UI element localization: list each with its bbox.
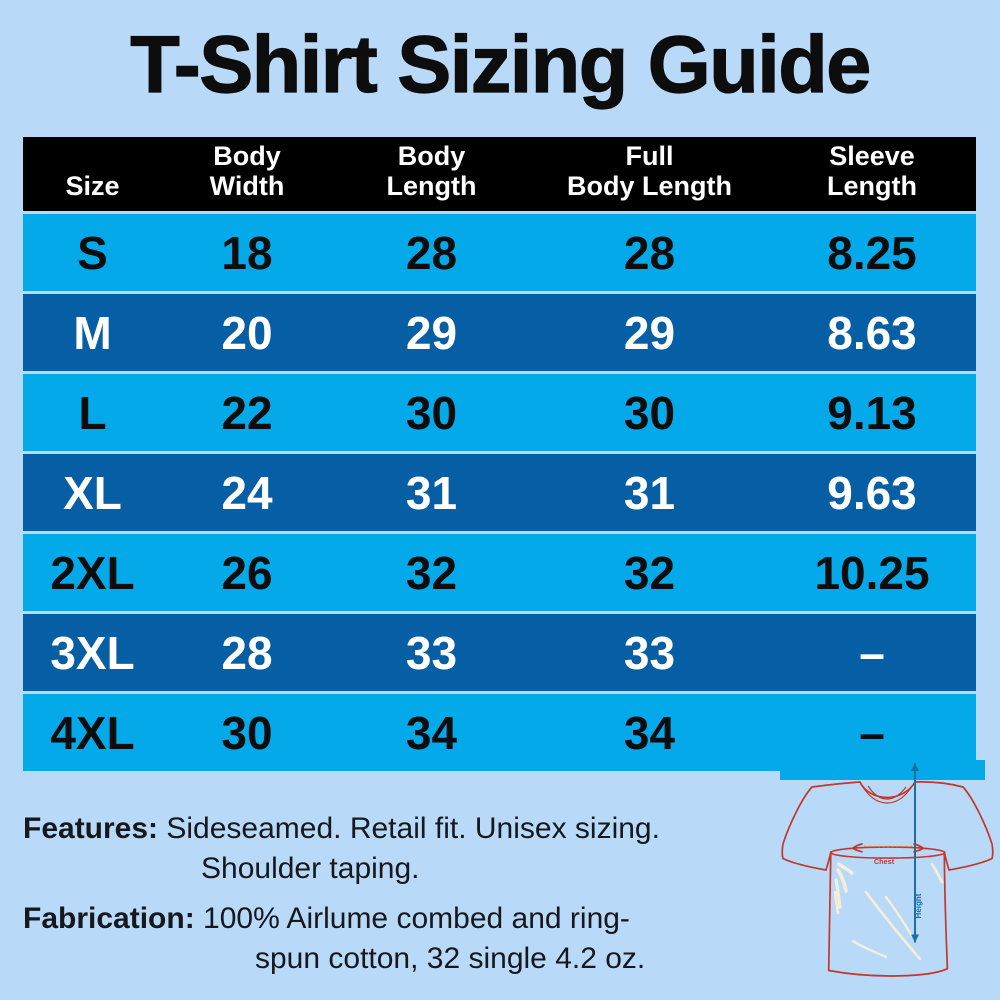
svg-text:Chest: Chest [874, 857, 895, 866]
svg-text:Height: Height [914, 893, 923, 918]
